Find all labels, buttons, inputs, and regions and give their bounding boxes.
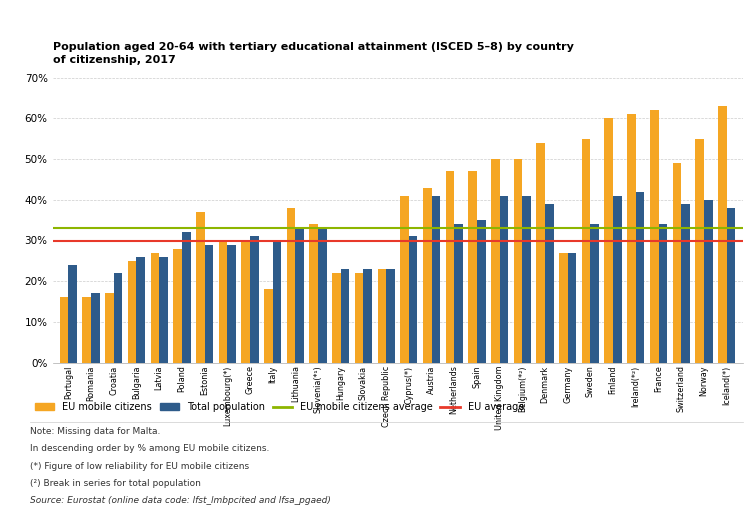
Bar [446, 171, 454, 363]
Bar [377, 269, 386, 363]
Bar [559, 253, 568, 363]
Bar [636, 192, 644, 363]
Bar [128, 261, 136, 363]
Bar [364, 269, 372, 363]
Bar [568, 253, 576, 363]
Bar [91, 293, 100, 363]
Bar [182, 233, 190, 363]
Bar [491, 159, 500, 363]
Bar [514, 159, 522, 363]
Bar [136, 257, 145, 363]
Legend: EU mobile citizens, Total population, EU mobile citizens average, EU average: EU mobile citizens, Total population, EU… [34, 402, 524, 412]
Bar [205, 244, 213, 363]
Bar [727, 208, 735, 363]
Bar [68, 265, 77, 363]
Bar [151, 253, 159, 363]
Text: Population aged 20-64 with tertiary educational attainment (ISCED 5–8) by countr: Population aged 20-64 with tertiary educ… [53, 41, 573, 65]
Bar [400, 196, 409, 363]
Bar [105, 293, 114, 363]
Bar [296, 228, 304, 363]
Bar [718, 106, 727, 363]
Bar [658, 224, 668, 363]
Text: (²) Break in series for total population: (²) Break in series for total population [30, 479, 201, 487]
Bar [340, 269, 350, 363]
Bar [454, 224, 463, 363]
Bar [614, 196, 622, 363]
Bar [60, 297, 68, 363]
Bar [431, 196, 440, 363]
Bar [500, 196, 508, 363]
Bar [264, 290, 273, 363]
Bar [409, 236, 418, 363]
Bar [477, 220, 485, 363]
Bar [423, 188, 431, 363]
Text: Note: Missing data for Malta.: Note: Missing data for Malta. [30, 427, 160, 436]
Bar [173, 249, 182, 363]
Bar [650, 110, 658, 363]
Bar [286, 208, 296, 363]
Bar [590, 224, 599, 363]
Bar [468, 171, 477, 363]
Bar [82, 297, 91, 363]
Bar [522, 196, 531, 363]
Bar [627, 114, 636, 363]
Bar [318, 228, 327, 363]
Bar [273, 240, 281, 363]
Bar [227, 244, 236, 363]
Bar [219, 240, 227, 363]
Bar [673, 163, 681, 363]
Bar [332, 273, 340, 363]
Bar [695, 139, 704, 363]
Bar [250, 236, 259, 363]
Text: In descending order by % among EU mobile citizens.: In descending order by % among EU mobile… [30, 444, 269, 453]
Text: (*) Figure of low reliability for EU mobile citizens: (*) Figure of low reliability for EU mob… [30, 462, 249, 470]
Bar [242, 240, 250, 363]
Bar [386, 269, 394, 363]
Text: Source: Eurostat (online data code: lfst_lmbpcited and lfsa_pgaed): Source: Eurostat (online data code: lfst… [30, 496, 331, 505]
Bar [582, 139, 590, 363]
Bar [704, 200, 712, 363]
Bar [196, 212, 205, 363]
Bar [310, 224, 318, 363]
Bar [681, 204, 690, 363]
Bar [536, 143, 545, 363]
Bar [355, 273, 364, 363]
Bar [545, 204, 554, 363]
Bar [114, 273, 122, 363]
Bar [159, 257, 168, 363]
Bar [604, 119, 613, 363]
